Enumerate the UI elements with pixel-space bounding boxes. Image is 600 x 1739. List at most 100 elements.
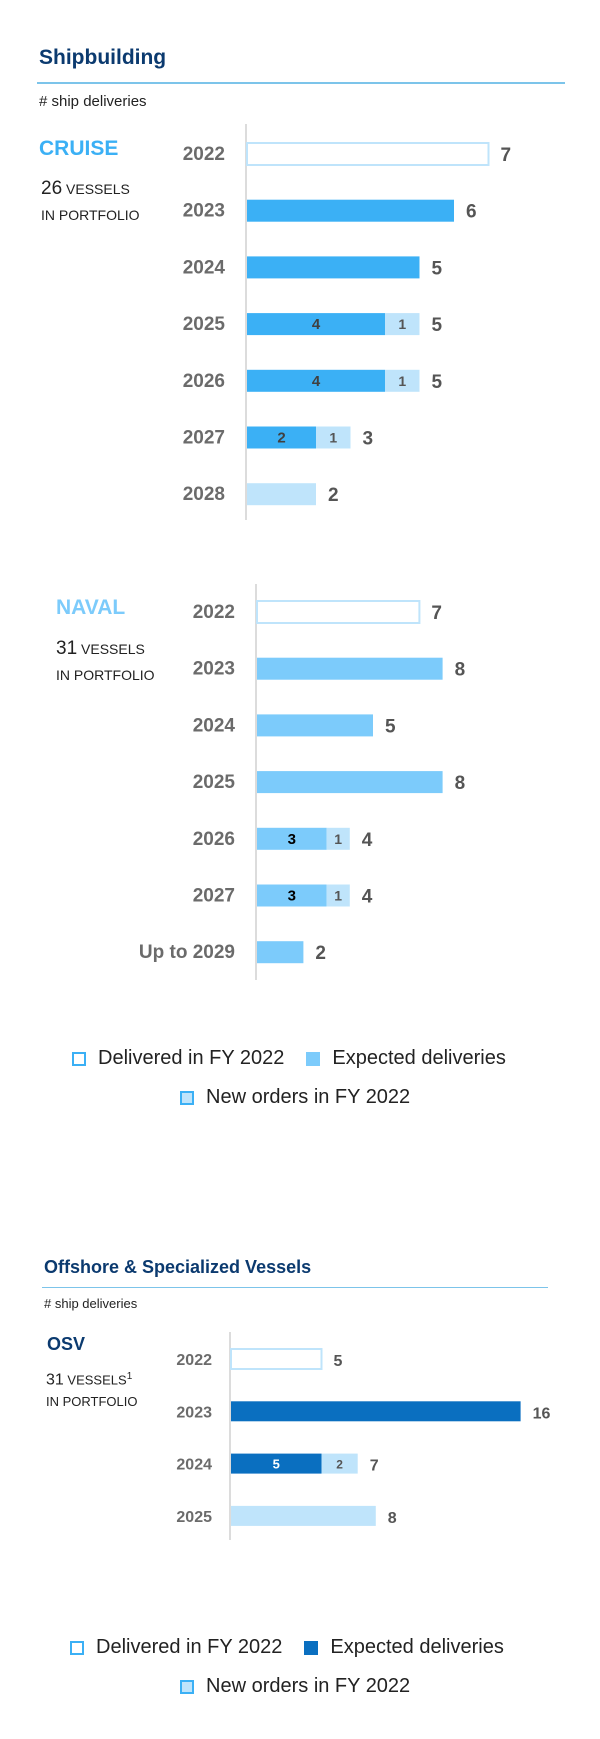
cruise-bar-expected <box>247 426 316 449</box>
naval-vessels-label: VESSELS <box>81 641 145 657</box>
osv-chart: 2022 5 2023 16 2024 5 2 7 2025 8 <box>176 1332 551 1540</box>
naval-bar-expected <box>257 714 373 737</box>
osv-portfolio-info: 31 VESSELS1 IN PORTFOLIO <box>46 1366 138 1413</box>
naval-total-label: 8 <box>455 660 466 681</box>
section-subtitle-offshore: # ship deliveries <box>44 1296 138 1311</box>
cruise-vessel-count: 26 <box>41 178 63 199</box>
osv-bar-delivered <box>230 1348 323 1370</box>
naval-bar-new-orders <box>326 884 350 907</box>
cruise-segment-label: 1 <box>398 373 406 389</box>
naval-group-label: NAVAL <box>56 596 126 619</box>
cruise-category-label: 2022 <box>183 144 225 165</box>
naval-category-label: 2022 <box>193 602 235 623</box>
cruise-segment-label: 4 <box>312 373 321 390</box>
cruise-total-label: 2 <box>328 485 339 506</box>
cruise-segment-label: 1 <box>329 430 337 446</box>
section-divider <box>37 82 565 84</box>
naval-total-label: 8 <box>455 773 466 794</box>
cruise-bar-expected <box>247 369 385 392</box>
cruise-bar-new-orders <box>385 313 420 336</box>
naval-segment-label: 3 <box>288 888 296 905</box>
osv-bar-new-orders <box>321 1453 358 1474</box>
osv-total-label: 7 <box>370 1458 379 1475</box>
cruise-vessels-label: VESSELS <box>66 181 130 197</box>
cruise-segment-label: 2 <box>277 430 285 447</box>
cruise-category-label: 2026 <box>183 371 225 392</box>
legend-expected-swatch <box>306 1051 321 1066</box>
legend-delivered-label: Delivered in FY 2022 <box>98 1047 285 1069</box>
cruise-bar-delivered <box>246 142 490 166</box>
section-divider-offshore <box>42 1287 548 1288</box>
cruise-group-label: CRUISE <box>39 137 119 160</box>
naval-vessel-count: 31 <box>56 638 78 659</box>
cruise-bar-expected <box>247 313 385 336</box>
naval-chart: 2022 7 2023 8 2024 5 2025 8 2026 3 1 4 2027 3 1 4 Up to … <box>139 584 466 980</box>
osv-category-label: 2022 <box>176 1352 212 1369</box>
naval-category-label: 2027 <box>193 886 235 907</box>
cruise-segment-label: 4 <box>312 316 321 333</box>
cruise-category-label: 2025 <box>183 314 226 335</box>
legend-expected-label: Expected deliveries <box>332 1047 506 1069</box>
cruise-bar-new-orders <box>316 426 351 449</box>
naval-bar-expected <box>257 941 304 964</box>
legend2-expected-label: Expected deliveries <box>330 1636 504 1658</box>
legend2-expected-swatch <box>304 1640 319 1655</box>
cruise-total-label: 5 <box>432 258 443 279</box>
legend2-new-orders-label: New orders in FY 2022 <box>206 1675 411 1697</box>
naval-total-label: 2 <box>315 943 326 964</box>
cruise-category-label: 2024 <box>183 257 226 278</box>
osv-category-label: 2024 <box>176 1457 212 1474</box>
naval-total-label: 4 <box>362 887 373 908</box>
legend2-delivered-label: Delivered in FY 2022 <box>96 1636 283 1658</box>
naval-total-label: 7 <box>431 603 442 624</box>
osv-portfolio-label: IN PORTFOLIO <box>46 1394 138 1410</box>
cruise-bar-new-orders <box>247 483 316 506</box>
naval-total-label: 5 <box>385 716 396 737</box>
naval-bar-expected <box>257 657 443 680</box>
cruise-bar-expected <box>247 256 420 279</box>
naval-category-label: 2023 <box>193 659 235 680</box>
naval-segment-label: 3 <box>288 831 296 848</box>
naval-bar-new-orders <box>326 827 350 850</box>
legend-new-orders-swatch <box>180 1090 194 1105</box>
cruise-portfolio-info: 26 VESSELS IN PORTFOLIO <box>41 176 140 228</box>
legend-new-orders-label: New orders in FY 2022 <box>206 1086 411 1108</box>
cruise-category-label: 2023 <box>183 201 225 222</box>
cruise-total-label: 7 <box>501 145 512 166</box>
cruise-chart: 2022 7 2023 6 2024 5 2025 4 1 5 2026 4 1 5 2027 2 1 3 2028… <box>183 124 512 520</box>
naval-category-label: 2025 <box>193 772 236 793</box>
naval-segment-label: 1 <box>334 831 342 847</box>
section-title-shipbuilding: Shipbuilding <box>39 46 167 69</box>
cruise-portfolio-label: IN PORTFOLIO <box>41 207 140 223</box>
legend2-new-orders-swatch <box>180 1679 194 1694</box>
naval-category-label: 2024 <box>193 715 236 736</box>
osv-category-label: 2023 <box>176 1404 212 1421</box>
offshore-legend-row-2: New orders in FY 2022 <box>180 1675 410 1698</box>
cruise-bar-expected <box>247 199 454 222</box>
legend-delivered-swatch <box>72 1051 86 1066</box>
naval-total-label: 4 <box>362 830 373 851</box>
osv-category-label: 2025 <box>176 1509 212 1526</box>
offshore-legend-row-1: Delivered in FY 2022 Expected deliveries <box>70 1636 504 1659</box>
cruise-category-label: 2028 <box>183 484 225 505</box>
osv-total-label: 16 <box>533 1405 551 1422</box>
osv-total-label: 5 <box>334 1353 343 1370</box>
naval-segment-label: 1 <box>334 888 342 904</box>
shipbuilding-legend-row-2: New orders in FY 2022 <box>180 1086 410 1109</box>
cruise-total-label: 5 <box>432 315 443 336</box>
naval-bar-expected <box>257 771 443 794</box>
cruise-segment-label: 1 <box>398 316 406 332</box>
osv-group-label: OSV <box>47 1334 86 1354</box>
osv-segment-label: 5 <box>273 1457 280 1472</box>
osv-vessels-label: VESSELS <box>67 1372 127 1388</box>
section-subtitle: # ship deliveries <box>39 93 147 110</box>
osv-bar-new-orders <box>231 1505 376 1526</box>
osv-total-label: 8 <box>388 1510 397 1527</box>
naval-bar-delivered <box>256 600 421 624</box>
naval-category-label: 2026 <box>193 829 235 850</box>
cruise-total-label: 5 <box>432 372 443 393</box>
osv-footnote-marker: 1 <box>126 1371 133 1382</box>
section-title-offshore: Offshore & Specialized Vessels <box>44 1257 312 1277</box>
osv-bar-expected <box>231 1453 322 1474</box>
naval-bar-expected <box>257 884 327 907</box>
